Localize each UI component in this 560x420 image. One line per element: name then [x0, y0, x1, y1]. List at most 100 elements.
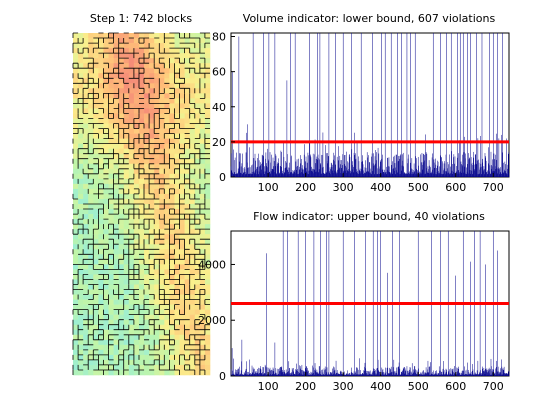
map-cell	[133, 188, 140, 195]
map-cell	[93, 244, 99, 250]
map-cell	[194, 158, 201, 165]
map-cell	[88, 204, 94, 210]
map-cell	[149, 68, 155, 74]
map-cell	[113, 183, 119, 190]
map-cell	[138, 289, 145, 295]
map-cell	[98, 168, 104, 175]
map-cell	[194, 259, 201, 265]
map-cell	[113, 284, 119, 290]
map-cell	[113, 269, 119, 275]
map-cell	[199, 234, 206, 240]
map-cell	[164, 153, 170, 160]
map-cell	[88, 38, 94, 44]
map-cell	[149, 123, 155, 129]
map-cell	[154, 349, 160, 356]
map-cell	[123, 349, 130, 356]
map-cell	[128, 214, 135, 220]
map-cell	[204, 78, 211, 84]
map-cell	[98, 188, 104, 195]
map-cell	[154, 339, 160, 346]
map-cell	[164, 289, 170, 295]
map-cell	[174, 324, 180, 331]
map-cell	[184, 249, 190, 255]
map-cell	[144, 344, 150, 351]
map-cell	[144, 78, 150, 84]
map-cell	[93, 128, 99, 134]
map-cell	[103, 103, 109, 109]
map-cell	[154, 289, 160, 295]
map-cell	[98, 93, 104, 99]
map-cell	[113, 43, 119, 49]
map-cell	[164, 133, 170, 139]
map-cell	[73, 133, 79, 139]
map-cell	[164, 304, 170, 310]
map-cell	[138, 329, 145, 336]
map-cell	[118, 173, 125, 180]
map-cell	[149, 108, 155, 114]
map-cell	[118, 304, 125, 310]
map-cell	[189, 183, 196, 190]
map-cell	[128, 339, 135, 346]
map-cell	[154, 103, 160, 109]
map-cell	[189, 33, 196, 39]
map-cell	[88, 359, 94, 366]
map-cell	[189, 138, 196, 144]
map-cell	[98, 274, 104, 280]
map-cell	[83, 219, 89, 225]
map-cell	[184, 289, 190, 295]
map-cell	[78, 299, 84, 305]
map-cell	[123, 259, 130, 265]
map-cell	[164, 234, 170, 240]
map-cell	[128, 324, 135, 331]
map-cell	[123, 369, 130, 376]
map-cell	[164, 339, 170, 346]
map-cell	[133, 209, 140, 215]
map-cell	[113, 304, 119, 310]
map-cell	[169, 98, 175, 104]
map-cell	[164, 204, 170, 210]
map-cell	[199, 239, 206, 245]
map-cell	[174, 269, 180, 275]
map-cell	[108, 299, 114, 305]
map-cell	[174, 73, 180, 79]
map-cell	[83, 274, 89, 280]
map-cell	[164, 178, 170, 185]
map-cell	[128, 193, 135, 200]
map-cell	[154, 219, 160, 225]
map-cell	[184, 354, 190, 361]
map-cell	[113, 148, 119, 155]
map-cell	[179, 58, 185, 64]
map-cell	[164, 264, 170, 270]
map-cell	[103, 264, 109, 270]
map-cell	[154, 309, 160, 315]
map-cell	[128, 173, 135, 180]
map-cell	[118, 229, 125, 235]
map-cell	[73, 113, 79, 119]
map-cell	[189, 329, 196, 336]
map-cell	[83, 148, 89, 155]
map-cell	[184, 88, 190, 94]
map-cell	[128, 369, 135, 376]
map-cell	[184, 299, 190, 305]
map-cell	[113, 158, 119, 165]
map-cell	[123, 193, 130, 200]
map-cell	[133, 294, 140, 300]
map-cell	[184, 63, 190, 69]
map-cell	[179, 108, 185, 114]
map-cell	[123, 229, 130, 235]
map-cell	[133, 48, 140, 54]
map-cell	[159, 173, 165, 180]
map-cell	[88, 244, 94, 250]
map-cell	[154, 224, 160, 230]
map-cell	[184, 334, 190, 341]
map-cell	[108, 234, 114, 240]
map-cell	[149, 173, 155, 180]
map-cell	[83, 188, 89, 195]
map-cell	[83, 244, 89, 250]
map-cell	[138, 193, 145, 200]
map-cell	[184, 158, 190, 165]
map-cell	[103, 304, 109, 310]
map-cell	[149, 163, 155, 170]
map-cell	[83, 38, 89, 44]
map-cell	[149, 93, 155, 99]
